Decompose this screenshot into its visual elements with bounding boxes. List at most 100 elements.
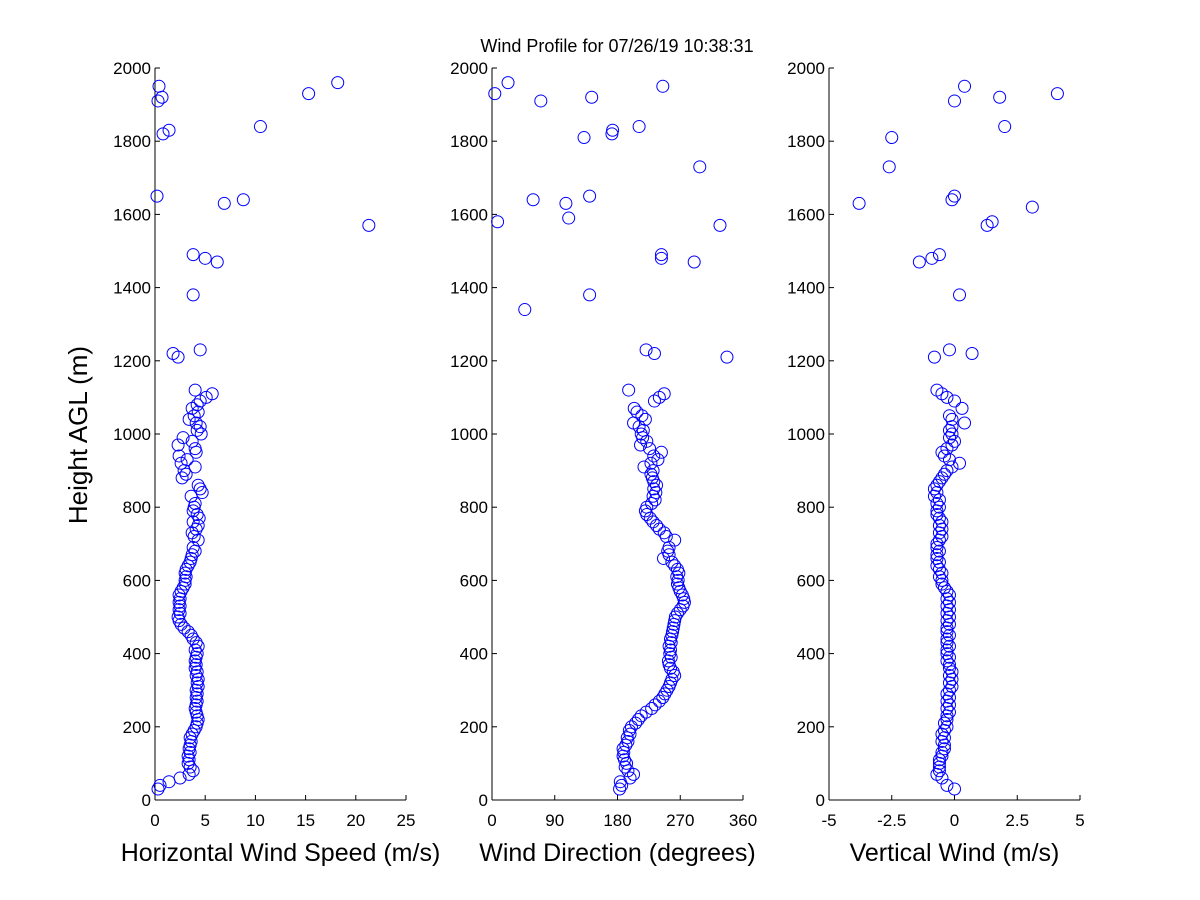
data-point [935,515,949,529]
data-point [927,482,941,496]
data-point [654,248,668,262]
x-tick-label: 270 [666,811,694,830]
data-point [932,555,946,569]
data-point [362,218,376,232]
data-point [637,460,651,474]
y-tick-label: 200 [460,718,488,737]
data-point [656,79,670,93]
data-point [713,218,727,232]
data-point [194,427,208,441]
y-tick-label: 1800 [113,132,151,151]
y-tick-label: 1600 [450,205,488,224]
data-point [948,94,961,108]
x-tick-label: -5 [821,811,836,830]
data-point [172,588,186,602]
x-axis-label: Horizontal Wind Speed (m/s) [121,839,441,867]
data-point [634,427,648,441]
data-point [195,486,209,500]
y-tick-label: 2000 [787,59,825,78]
x-axis-label: Wind Direction (degrees) [479,839,756,867]
data-point [945,427,959,441]
data-point [656,691,670,705]
data-point [942,650,956,664]
data-point [1050,87,1064,101]
data-point [616,742,630,756]
data-point [619,738,633,752]
y-tick-label: 2000 [450,59,488,78]
data-point [518,303,532,317]
data-point [945,438,959,452]
data-point [940,720,954,734]
data-point [190,647,204,661]
data-point [631,712,645,726]
data-point [178,577,192,591]
data-point [166,346,180,360]
data-point [189,636,203,650]
data-point [577,131,591,145]
data-point [173,771,187,785]
data-point [645,702,659,715]
data-point [180,453,194,467]
data-point [993,90,1007,104]
data-point [210,255,224,269]
data-point [190,508,204,522]
data-point [193,343,207,357]
x-tick-label: 15 [296,811,315,830]
y-tick-label: 1200 [113,352,151,371]
data-point [932,764,946,778]
y-tick-label: 1000 [787,425,825,444]
data-point [193,420,207,434]
data-point [162,123,176,137]
data-point [940,654,954,668]
y-tick-label: 2000 [113,59,151,78]
data-point [930,497,944,511]
data-point [501,76,515,90]
data-point [644,467,658,481]
x-tick-label: 25 [397,811,416,830]
data-point [937,449,951,463]
data-point [660,683,674,697]
x-tick-label: 0 [950,811,959,830]
y-tick-label: 1000 [113,425,151,444]
data-point [613,782,627,796]
data-point [675,588,689,602]
y-tick-label: 600 [460,571,488,590]
data-point [940,647,954,661]
data-point [635,409,649,423]
data-point [198,251,212,265]
data-point [937,716,951,730]
data-point [940,778,954,792]
data-point [945,665,959,679]
y-axis-label: Height AGL (m) [63,346,93,524]
panel-2: 0 200 400 600 800 1000 1200 1400 1600 1800 2000 0 90… [450,59,757,867]
data-point [191,639,205,653]
x-axis-label: Vertical Wind (m/s) [850,839,1060,867]
data-point [940,632,954,646]
data-point [937,581,951,595]
data-point [661,654,675,668]
data-point [647,482,661,496]
data-point [620,731,634,745]
data-point [932,475,946,489]
data-point [985,215,999,229]
y-tick-label: 1600 [787,205,825,224]
data-point [935,745,949,759]
data-point [630,405,644,419]
data-point [622,383,636,397]
data-point [640,500,654,514]
y-tick-label: 800 [797,498,825,517]
data-point [942,661,956,675]
x-tick-label: 360 [729,811,757,830]
data-point [647,394,661,408]
data-point [562,211,576,225]
y-tick-label: 200 [797,718,825,737]
panel-1: 0 200 400 600 800 1000 1200 1400 1600 1800 2000 0 5 1… [113,59,440,867]
y-tick-label: 600 [797,571,825,590]
data-point [193,482,207,496]
data-point [942,669,956,683]
x-tick-label: 90 [545,811,564,830]
data-point [172,449,186,463]
y-tick-label: 800 [460,498,488,517]
